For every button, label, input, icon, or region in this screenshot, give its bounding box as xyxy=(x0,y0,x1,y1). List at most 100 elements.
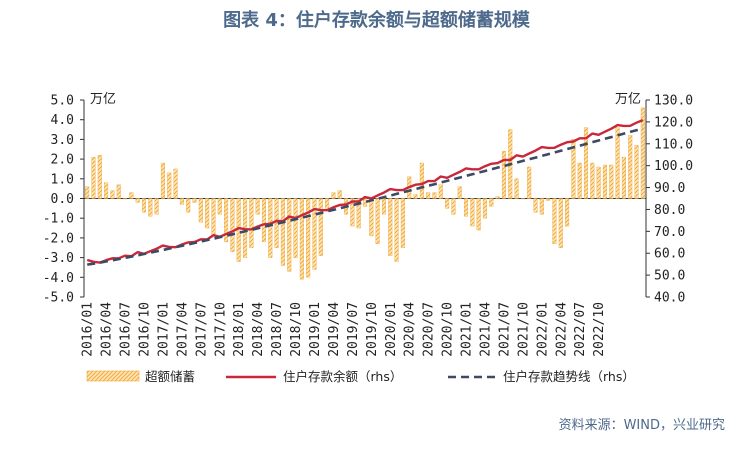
left-tick-label: 0.0 xyxy=(51,192,74,207)
excess-savings-bar xyxy=(312,198,317,270)
excess-savings-bar xyxy=(123,198,128,200)
excess-savings-bar xyxy=(167,172,172,199)
excess-savings-bar xyxy=(129,192,134,199)
excess-savings-bar xyxy=(198,198,203,223)
excess-savings-bar xyxy=(514,178,519,199)
excess-savings-bar xyxy=(609,164,614,199)
excess-savings-bar xyxy=(565,198,570,227)
excess-savings-bar xyxy=(451,198,456,215)
x-tick-label: 2022/01 xyxy=(535,302,550,357)
excess-savings-bar xyxy=(571,139,576,199)
excess-savings-bar xyxy=(154,198,159,215)
excess-savings-bar xyxy=(457,186,462,199)
excess-savings-bar xyxy=(381,198,386,215)
excess-savings-bar xyxy=(432,192,437,199)
excess-savings-bar xyxy=(426,192,431,199)
excess-savings-bar xyxy=(293,198,298,258)
excess-savings-bar xyxy=(186,198,191,213)
excess-savings-bar xyxy=(141,198,147,213)
excess-savings-bar xyxy=(501,151,506,199)
excess-savings-bar xyxy=(325,198,330,209)
x-tick-label: 2016/01 xyxy=(81,302,96,357)
excess-savings-bar xyxy=(173,168,178,199)
x-tick-label: 2022/07 xyxy=(573,302,588,357)
left-tick-label: -5.0 xyxy=(43,291,74,306)
excess-savings-bar xyxy=(583,127,589,199)
excess-savings-bar xyxy=(375,198,380,245)
excess-savings-bar xyxy=(445,198,450,209)
excess-savings-bar xyxy=(110,190,115,199)
x-tick-label: 2021/07 xyxy=(497,302,512,357)
excess-savings-bar xyxy=(85,186,90,199)
x-tick-label: 2022/10 xyxy=(592,302,607,357)
excess-savings-bar xyxy=(255,198,260,215)
excess-savings-bar xyxy=(318,198,323,256)
left-tick-label: 2.0 xyxy=(51,153,74,168)
x-tick-label: 2021/10 xyxy=(516,302,531,357)
x-tick-label: 2020/07 xyxy=(422,302,437,357)
left-tick-label: 1.0 xyxy=(51,172,74,187)
excess-savings-bar xyxy=(394,198,399,262)
excess-savings-bar xyxy=(438,184,443,199)
left-tick-label: 3.0 xyxy=(51,133,74,148)
x-tick-label: 2019/07 xyxy=(346,302,361,357)
left-tick-label: -1.0 xyxy=(43,212,74,227)
excess-savings-bar xyxy=(470,198,475,227)
excess-savings-bar xyxy=(287,198,292,272)
excess-savings-bar xyxy=(628,135,633,199)
x-tick-label: 2017/07 xyxy=(194,302,209,357)
excess-savings-bar xyxy=(230,198,235,252)
excess-savings-bar xyxy=(192,198,197,203)
x-tick-label: 2016/10 xyxy=(138,302,153,357)
excess-savings-bar xyxy=(135,198,140,203)
excess-savings-bar xyxy=(590,162,595,199)
right-tick-label: 60.0 xyxy=(654,247,685,262)
excess-savings-bar xyxy=(331,192,336,199)
excess-savings-bar xyxy=(350,198,355,227)
excess-savings-bar xyxy=(527,166,532,199)
excess-savings-bar xyxy=(558,198,563,248)
left-tick-label: -2.0 xyxy=(43,231,74,246)
x-tick-label: 2017/10 xyxy=(213,302,228,357)
excess-savings-bar xyxy=(621,156,626,199)
excess-savings-bar xyxy=(640,107,645,199)
excess-savings-bar xyxy=(179,198,184,205)
right-tick-label: 100.0 xyxy=(654,159,693,174)
left-tick-label: 4.0 xyxy=(51,113,74,128)
excess-savings-bar xyxy=(299,198,304,280)
excess-savings-bar xyxy=(356,198,361,229)
excess-savings-bar xyxy=(419,162,424,199)
excess-savings-bar xyxy=(520,198,525,200)
right-tick-label: 70.0 xyxy=(654,225,685,240)
excess-savings-bar xyxy=(91,156,96,199)
excess-savings-bar xyxy=(495,196,500,199)
excess-savings-bar xyxy=(249,198,254,248)
deposit-trend-line xyxy=(87,127,644,266)
excess-savings-bar xyxy=(388,198,393,256)
x-tick-label: 2020/10 xyxy=(441,302,456,357)
right-tick-label: 50.0 xyxy=(654,269,685,284)
right-tick-label: 40.0 xyxy=(654,291,685,306)
excess-savings-bar xyxy=(552,198,557,245)
x-tick-label: 2016/07 xyxy=(119,302,134,357)
right-tick-label: 110.0 xyxy=(654,137,693,152)
x-tick-label: 2021/04 xyxy=(479,302,494,357)
excess-savings-bar xyxy=(464,198,469,217)
excess-savings-bar xyxy=(268,198,273,258)
legend-swatch-bar xyxy=(86,370,140,382)
right-tick-label: 80.0 xyxy=(654,203,685,218)
excess-savings-bar xyxy=(362,198,368,207)
excess-savings-bar xyxy=(261,198,266,243)
excess-savings-bar xyxy=(211,198,216,237)
excess-savings-bar xyxy=(369,198,374,237)
excess-savings-bar xyxy=(533,198,538,213)
x-tick-label: 2020/01 xyxy=(384,302,399,357)
excess-savings-bar xyxy=(577,162,582,199)
excess-savings-bar xyxy=(634,145,639,199)
x-tick-label: 2018/04 xyxy=(251,302,266,357)
x-tick-label: 2019/01 xyxy=(308,302,323,357)
x-tick-label: 2016/04 xyxy=(100,302,115,357)
legend-label-trend: 住户存款趋势线（rhs） xyxy=(503,369,635,384)
right-tick-label: 130.0 xyxy=(654,94,693,109)
